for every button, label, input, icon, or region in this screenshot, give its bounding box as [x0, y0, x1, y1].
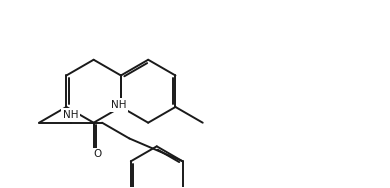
Text: NH: NH: [63, 110, 78, 120]
Text: NH: NH: [111, 100, 127, 110]
Text: O: O: [93, 149, 101, 159]
